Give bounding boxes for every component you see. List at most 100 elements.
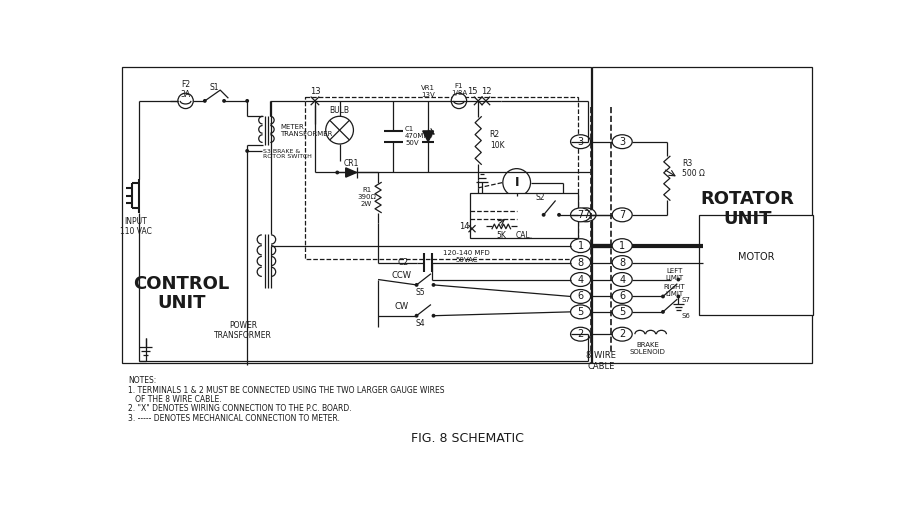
- Text: 1: 1: [577, 241, 583, 250]
- Text: 1: 1: [619, 241, 625, 250]
- Text: 1. TERMINALS 1 & 2 MUST BE CONNECTED USING THE TWO LARGER GAUGE WIRES: 1. TERMINALS 1 & 2 MUST BE CONNECTED USI…: [128, 386, 444, 395]
- Text: 3: 3: [619, 137, 625, 147]
- Text: S5: S5: [415, 288, 425, 297]
- Text: 2: 2: [619, 329, 625, 339]
- Ellipse shape: [570, 135, 590, 149]
- Ellipse shape: [611, 305, 631, 319]
- Ellipse shape: [570, 256, 590, 270]
- Ellipse shape: [611, 273, 631, 286]
- Text: INPUT
110 VAC: INPUT 110 VAC: [119, 216, 151, 236]
- Text: 2. "X" DENOTES WIRING CONNECTION TO THE P.C. BOARD.: 2. "X" DENOTES WIRING CONNECTION TO THE …: [128, 405, 351, 413]
- Text: C2: C2: [397, 258, 408, 267]
- Ellipse shape: [611, 327, 631, 341]
- Circle shape: [660, 295, 664, 299]
- Bar: [122, 67, 590, 364]
- Text: 8: 8: [577, 258, 583, 268]
- Circle shape: [245, 99, 249, 103]
- Text: S3 BRAKE &
ROTOR SWITCH: S3 BRAKE & ROTOR SWITCH: [262, 149, 312, 159]
- Circle shape: [431, 283, 435, 287]
- Circle shape: [202, 99, 207, 103]
- Text: R3
500 Ω: R3 500 Ω: [681, 159, 704, 178]
- Ellipse shape: [611, 256, 631, 270]
- Circle shape: [676, 278, 680, 281]
- Ellipse shape: [576, 208, 595, 222]
- Text: 8: 8: [619, 258, 625, 268]
- Text: CAL.: CAL.: [516, 231, 532, 240]
- Bar: [702, 227, 808, 303]
- Polygon shape: [423, 131, 433, 141]
- Text: LEFT
LIMIT: LEFT LIMIT: [665, 268, 683, 281]
- Text: ROTATOR: ROTATOR: [700, 191, 793, 208]
- Circle shape: [245, 149, 249, 153]
- Circle shape: [660, 310, 664, 314]
- Circle shape: [502, 169, 530, 196]
- Text: 14: 14: [459, 222, 469, 231]
- Text: S1: S1: [210, 83, 219, 92]
- Circle shape: [676, 295, 680, 299]
- Text: 12: 12: [480, 87, 491, 96]
- Text: CCW: CCW: [391, 271, 411, 280]
- Text: CONTROL: CONTROL: [133, 275, 230, 293]
- Text: CW: CW: [394, 302, 408, 311]
- Ellipse shape: [570, 208, 590, 222]
- Ellipse shape: [611, 208, 631, 222]
- Text: 7: 7: [577, 210, 583, 220]
- Circle shape: [178, 93, 193, 108]
- Text: FIG. 8 SCHEMATIC: FIG. 8 SCHEMATIC: [411, 431, 523, 445]
- Circle shape: [431, 314, 435, 317]
- Text: R1
390Ω
2W: R1 390Ω 2W: [357, 187, 375, 207]
- Text: 2: 2: [577, 329, 583, 339]
- Text: BULB: BULB: [329, 106, 349, 116]
- Text: 15: 15: [466, 87, 476, 96]
- Text: 120-140 MFD
50VAC: 120-140 MFD 50VAC: [443, 250, 489, 263]
- Text: I: I: [514, 176, 518, 189]
- Text: R2
10K: R2 10K: [489, 130, 504, 150]
- Text: OF THE 8 WIRE CABLE.: OF THE 8 WIRE CABLE.: [128, 395, 221, 404]
- Text: 5: 5: [577, 307, 583, 317]
- Ellipse shape: [611, 239, 631, 252]
- Text: MOTOR: MOTOR: [737, 252, 773, 262]
- Text: METER
TRANSFORMER: METER TRANSFORMER: [280, 124, 333, 137]
- Ellipse shape: [611, 289, 631, 303]
- Text: RIGHT
LIMIT: RIGHT LIMIT: [663, 284, 684, 297]
- Circle shape: [335, 170, 339, 174]
- Circle shape: [415, 314, 418, 317]
- Text: 6: 6: [577, 292, 583, 302]
- Text: 13: 13: [310, 87, 320, 96]
- Circle shape: [415, 283, 418, 287]
- Text: C1
470MFD
50V: C1 470MFD 50V: [404, 126, 433, 147]
- Text: UNIT: UNIT: [722, 210, 771, 228]
- Text: 7: 7: [582, 210, 589, 220]
- Text: S6: S6: [681, 313, 690, 319]
- Text: 5K: 5K: [496, 231, 506, 240]
- Bar: [699, 215, 813, 315]
- Text: F1
1/8A: F1 1/8A: [450, 83, 466, 96]
- Text: CR1: CR1: [343, 159, 358, 168]
- Ellipse shape: [570, 327, 590, 341]
- Ellipse shape: [570, 239, 590, 252]
- Text: 6: 6: [619, 292, 625, 302]
- Ellipse shape: [570, 305, 590, 319]
- Text: 4: 4: [577, 274, 583, 284]
- Text: 4: 4: [619, 274, 625, 284]
- Text: UNIT: UNIT: [158, 295, 206, 312]
- Text: F2
3A: F2 3A: [180, 80, 190, 99]
- Text: VR1
13V: VR1 13V: [421, 85, 435, 98]
- Circle shape: [557, 213, 560, 217]
- Text: NOTES:: NOTES:: [128, 376, 156, 385]
- Ellipse shape: [570, 273, 590, 286]
- Text: 7: 7: [619, 210, 625, 220]
- Text: 3. ----- DENOTES MECHANICAL CONNECTION TO METER.: 3. ----- DENOTES MECHANICAL CONNECTION T…: [128, 414, 339, 423]
- Text: S7: S7: [681, 297, 690, 303]
- Text: S2: S2: [535, 193, 544, 202]
- Circle shape: [222, 99, 226, 103]
- Polygon shape: [345, 168, 356, 177]
- Bar: [304, 97, 578, 259]
- Text: 8 WIRE
CABLE: 8 WIRE CABLE: [586, 351, 616, 371]
- Ellipse shape: [570, 289, 590, 303]
- Text: BRAKE
SOLENOID: BRAKE SOLENOID: [629, 342, 665, 354]
- Bar: [591, 67, 812, 364]
- Circle shape: [325, 116, 353, 144]
- Circle shape: [451, 93, 466, 108]
- Bar: [470, 193, 578, 238]
